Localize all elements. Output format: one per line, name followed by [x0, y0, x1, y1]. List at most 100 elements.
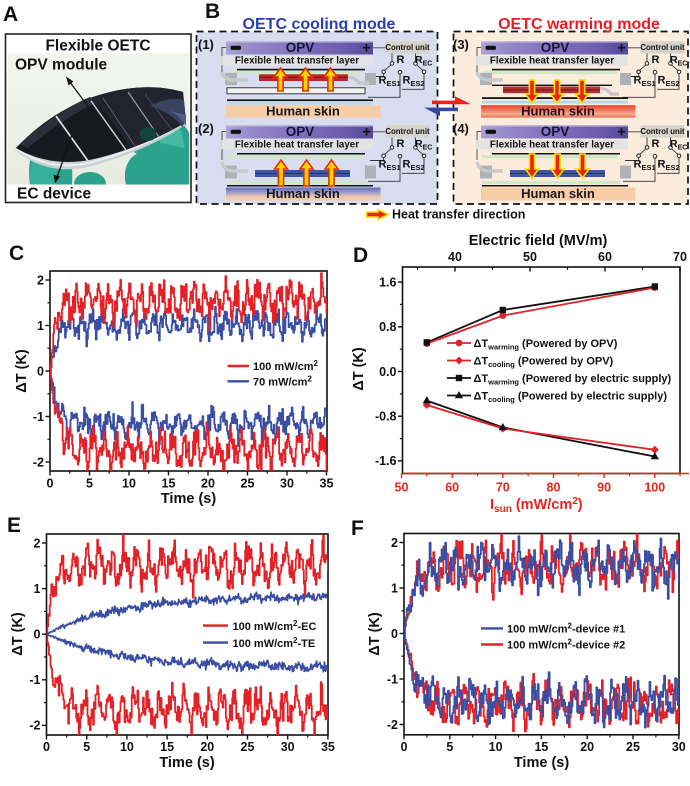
svg-text:100 mW/cm2-device #1: 100 mW/cm2-device #1 — [507, 622, 625, 636]
svg-text:100: 100 — [644, 481, 665, 495]
svg-text:10: 10 — [489, 740, 503, 754]
svg-text:0: 0 — [391, 627, 398, 641]
svg-text:2: 2 — [391, 536, 398, 550]
svg-text:35: 35 — [321, 740, 335, 754]
svg-text:B: B — [205, 0, 220, 23]
svg-text:0.0: 0.0 — [379, 365, 396, 379]
svg-text:OPV: OPV — [286, 40, 315, 55]
svg-text:50: 50 — [395, 481, 409, 495]
svg-text:50: 50 — [523, 250, 537, 264]
svg-text:70: 70 — [673, 250, 687, 264]
svg-text:ΔT (K): ΔT (K) — [14, 349, 30, 393]
svg-text:10: 10 — [122, 477, 136, 491]
svg-text:Human skin: Human skin — [521, 186, 595, 201]
svg-text:-0.8: -0.8 — [375, 410, 397, 424]
svg-text:1: 1 — [34, 582, 41, 596]
svg-text:70: 70 — [496, 481, 510, 495]
svg-text:C: C — [9, 242, 24, 265]
svg-text:Flexible heat transfer layer: Flexible heat transfer layer — [490, 140, 614, 151]
svg-text:+: + — [617, 124, 626, 141]
svg-text:20: 20 — [580, 740, 594, 754]
svg-text:F: F — [351, 517, 364, 540]
svg-text:Control unit: Control unit — [385, 43, 430, 52]
svg-text:A: A — [3, 3, 18, 26]
svg-text:(1): (1) — [198, 37, 214, 52]
svg-text:E: E — [7, 514, 21, 537]
svg-text:(4): (4) — [453, 121, 469, 136]
svg-text:Control unit: Control unit — [640, 127, 685, 136]
svg-text:80: 80 — [547, 481, 561, 495]
svg-text:+: + — [617, 40, 626, 57]
svg-text:-1: -1 — [387, 672, 398, 686]
svg-text:5: 5 — [446, 740, 453, 754]
svg-text:5: 5 — [83, 740, 90, 754]
svg-text:-2: -2 — [33, 455, 44, 469]
svg-text:ΔT (K): ΔT (K) — [367, 612, 383, 656]
svg-text:25: 25 — [241, 477, 255, 491]
svg-text:30: 30 — [280, 477, 294, 491]
svg-text:-1.6: -1.6 — [375, 454, 397, 468]
svg-text:Human skin: Human skin — [266, 104, 340, 119]
svg-text:0: 0 — [37, 364, 44, 378]
svg-text:-1: -1 — [29, 673, 40, 687]
svg-text:Time (s): Time (s) — [161, 491, 217, 507]
svg-text:60: 60 — [445, 481, 459, 495]
svg-text:+: + — [362, 40, 371, 57]
svg-text:Human skin: Human skin — [521, 104, 595, 119]
svg-text:20: 20 — [201, 477, 215, 491]
svg-text:2: 2 — [34, 536, 41, 550]
svg-text:(3): (3) — [453, 37, 469, 52]
svg-text:25: 25 — [241, 740, 255, 754]
svg-text:-2: -2 — [387, 718, 398, 732]
svg-text:OPV: OPV — [286, 124, 315, 139]
svg-text:30: 30 — [281, 740, 295, 754]
svg-text:10: 10 — [120, 740, 134, 754]
svg-text:Flexible heat transfer layer: Flexible heat transfer layer — [490, 56, 614, 67]
svg-text:OETC warming mode: OETC warming mode — [498, 16, 660, 33]
svg-text:2: 2 — [37, 273, 44, 287]
svg-text:40: 40 — [448, 250, 462, 264]
svg-text:ΔTwarming (Powered by electric: ΔTwarming (Powered by electric supply) — [474, 373, 672, 387]
svg-text:35: 35 — [320, 477, 334, 491]
svg-text:Heat transfer direction: Heat transfer direction — [392, 208, 525, 222]
svg-text:(2): (2) — [198, 121, 214, 136]
svg-text:+: + — [362, 124, 371, 141]
svg-text:1.6: 1.6 — [379, 275, 396, 289]
svg-text:ΔT (K): ΔT (K) — [10, 612, 26, 656]
svg-text:Isun (mW/cm2): Isun (mW/cm2) — [490, 496, 583, 515]
svg-text:Control unit: Control unit — [640, 43, 685, 52]
svg-text:0.8: 0.8 — [379, 320, 396, 334]
svg-text:30: 30 — [672, 740, 686, 754]
svg-text:Flexible heat transfer layer: Flexible heat transfer layer — [235, 140, 359, 151]
svg-text:Time (s): Time (s) — [514, 755, 570, 771]
svg-text:ΔT (K): ΔT (K) — [351, 347, 367, 391]
svg-text:EC device: EC device — [17, 186, 91, 203]
svg-text:5: 5 — [86, 477, 93, 491]
svg-text:R: R — [397, 54, 405, 66]
svg-text:Electric field (MV/m): Electric field (MV/m) — [469, 233, 608, 249]
svg-text:0: 0 — [47, 477, 54, 491]
svg-text:15: 15 — [162, 477, 176, 491]
svg-text:OPV: OPV — [541, 40, 570, 55]
svg-text:1: 1 — [37, 319, 44, 333]
svg-text:25: 25 — [626, 740, 640, 754]
svg-text:20: 20 — [200, 740, 214, 754]
svg-text:15: 15 — [160, 740, 174, 754]
svg-text:100 mW/cm2-TE: 100 mW/cm2-TE — [233, 636, 316, 650]
svg-text:Control unit: Control unit — [385, 127, 430, 136]
svg-text:Flexible OETC: Flexible OETC — [45, 38, 150, 55]
svg-text:100 mW/cm2: 100 mW/cm2 — [253, 359, 319, 373]
svg-text:Time (s): Time (s) — [159, 755, 215, 771]
svg-text:ΔTcooling (Powered by electri: ΔTcooling (Powered by electric supply) — [474, 391, 668, 405]
svg-text:Human skin: Human skin — [266, 186, 340, 201]
svg-text:100 mW/cm2-device #2: 100 mW/cm2-device #2 — [507, 638, 625, 652]
svg-text:15: 15 — [534, 740, 548, 754]
svg-text:R: R — [652, 54, 660, 66]
svg-text:R: R — [652, 138, 660, 150]
svg-text:OETC cooling mode: OETC cooling mode — [243, 16, 396, 33]
svg-text:Flexible heat transfer layer: Flexible heat transfer layer — [235, 56, 359, 67]
svg-text:-2: -2 — [29, 719, 40, 733]
svg-text:R: R — [397, 138, 405, 150]
svg-text:OPV module: OPV module — [15, 57, 108, 74]
svg-text:0: 0 — [34, 628, 41, 642]
